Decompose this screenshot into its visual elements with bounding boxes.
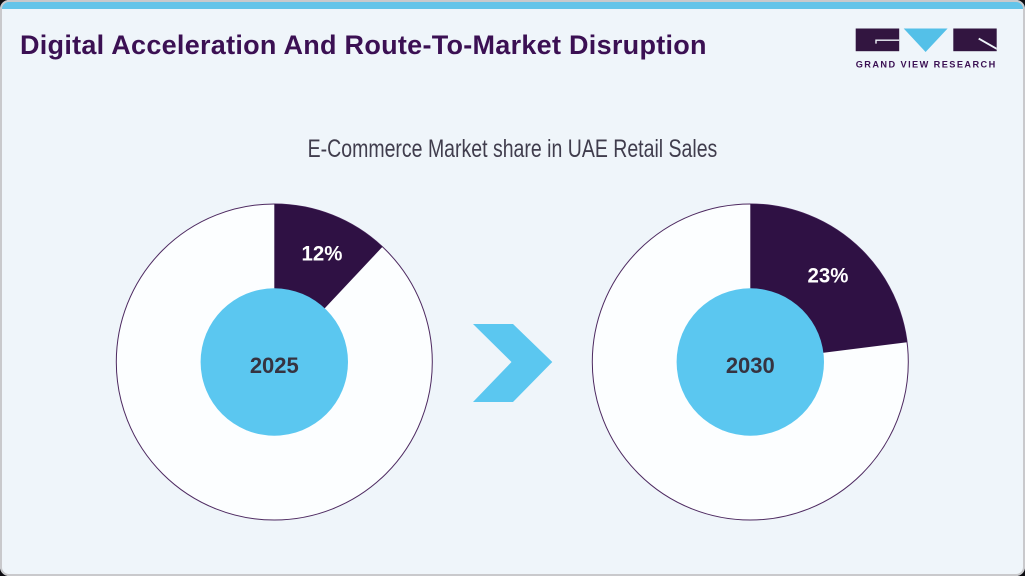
svg-text:GRAND VIEW RESEARCH: GRAND VIEW RESEARCH bbox=[856, 60, 997, 70]
